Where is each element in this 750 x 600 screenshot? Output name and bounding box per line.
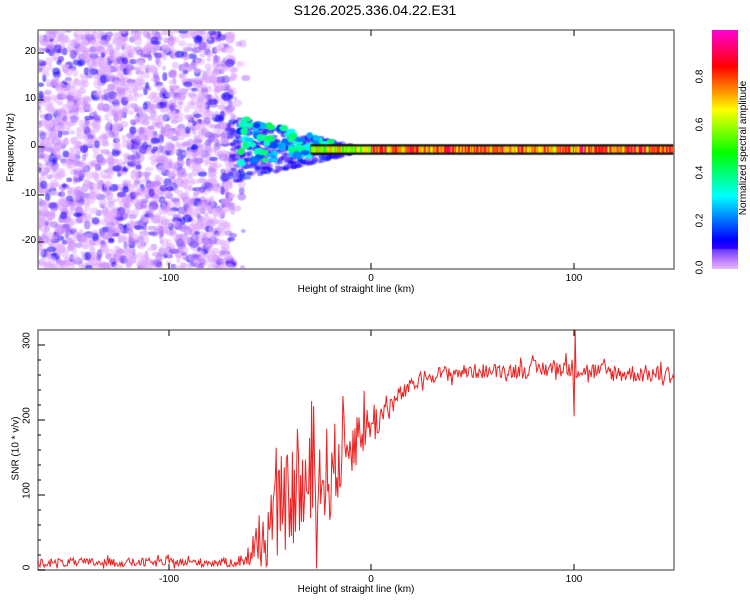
snr-series-line	[37, 329, 675, 569]
y-tick-label: -20	[21, 235, 36, 246]
figure-title: S126.2025.336.04.22.E31	[293, 2, 457, 18]
y-tick-label: -10	[21, 188, 36, 199]
y-tick-label: 100	[21, 482, 33, 499]
x-tick-label: -100	[158, 574, 179, 585]
colorbar-tick-label: 0.2	[694, 213, 706, 228]
top-plot-frame	[37, 29, 675, 270]
x-tick-label: 100	[565, 273, 583, 284]
y-axis-label: SNR (10 * v/v)	[10, 416, 22, 481]
y-axis-label: Frequency (Hz)	[5, 113, 17, 182]
spectrogram-heatmap	[38, 30, 674, 269]
colorbar-tick-label: 0.4	[694, 165, 706, 180]
colorbar-label: Normalized spectral amplitude	[738, 80, 749, 216]
y-tick-label: 300	[21, 332, 33, 349]
colorbar-tick-label: 0.0	[694, 260, 706, 275]
colorbar-tick-label: 0.6	[694, 117, 706, 132]
y-tick-label: 20	[24, 46, 36, 57]
y-tick-label: 0	[30, 140, 36, 151]
x-tick-label: 100	[565, 574, 583, 585]
colorbar	[712, 30, 738, 269]
x-tick-label: 0	[368, 574, 374, 585]
y-tick-label: 200	[21, 407, 33, 424]
colorbar-tick-label: 0.8	[694, 69, 706, 84]
x-tick-label: -100	[158, 273, 179, 284]
x-axis-label: Height of straight line (km)	[297, 584, 415, 595]
x-tick-label: 0	[368, 273, 374, 284]
y-tick-label: 0	[21, 564, 33, 571]
y-tick-label: 10	[24, 93, 36, 104]
x-axis-label: Height of straight line (km)	[297, 284, 415, 295]
